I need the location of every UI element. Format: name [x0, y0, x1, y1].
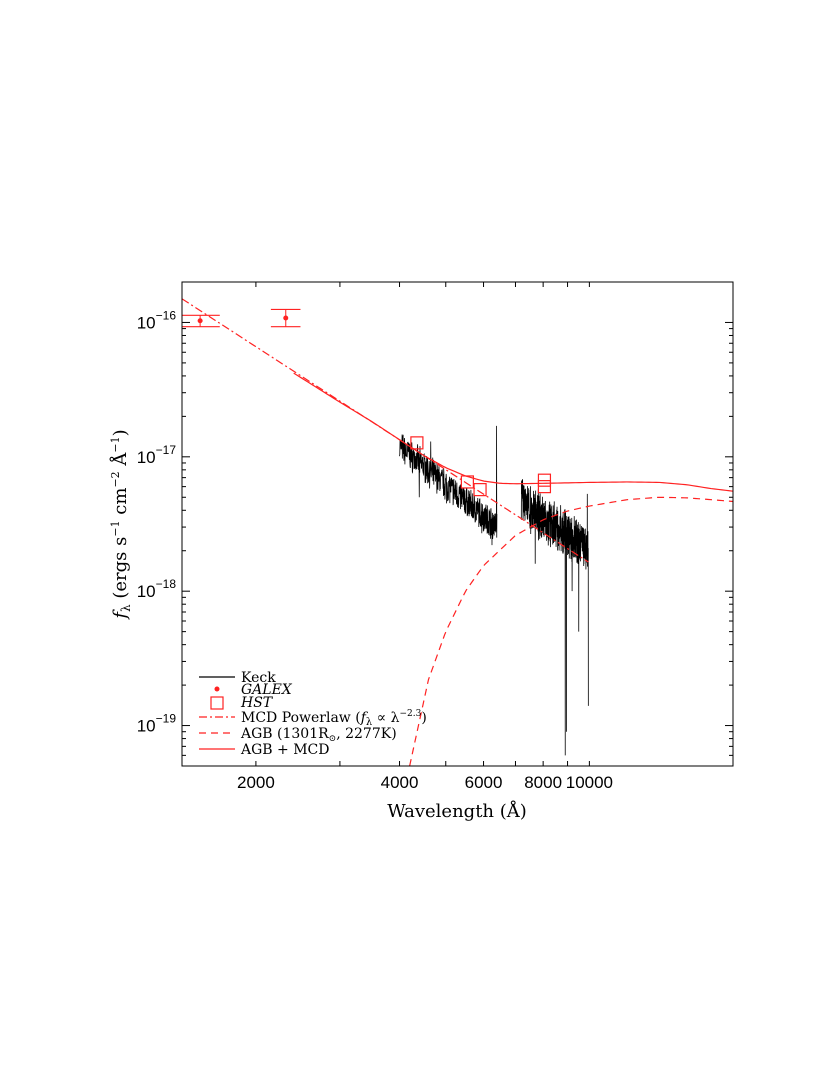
legend-swatch-hst [210, 696, 224, 710]
y-tick-label-2: 10−18 [137, 577, 177, 601]
hst-point-1 [410, 436, 424, 450]
x-tick-label-6000: 6000 [465, 773, 503, 792]
series-agb-mcd [293, 372, 733, 492]
legend: Keck GALEX HST MCD Powerlaw (fλ ∝ λ−2.3)… [199, 670, 427, 758]
legend-entry-keck: Keck [199, 670, 276, 686]
x-axis-label: Wavelength (Å) [387, 800, 527, 822]
legend-label-galex: GALEX [241, 682, 293, 698]
series-keck-spectrum-2 [520, 479, 589, 756]
plot-content [182, 298, 733, 766]
svg-text:fλ (ergs s−1 cm−2 Å−1): fλ (ergs s−1 cm−2 Å−1) [109, 429, 133, 620]
y-tick-label-3: 10−17 [137, 443, 177, 467]
x-tick-label-2000: 2000 [237, 773, 275, 792]
x-tick-label-4000: 4000 [381, 773, 419, 792]
hst-point-5 [537, 473, 552, 487]
legend-label-agb: AGB (1301R⊙, 2277K) [240, 726, 397, 744]
legend-entry-agb: AGB (1301R⊙, 2277K) [199, 726, 397, 744]
series-keck-spectrum-1 [399, 425, 498, 546]
x-tick-label-10000: 10000 [566, 773, 613, 792]
legend-entry-agbmcd: AGB + MCD [199, 742, 329, 758]
y-axis-label: fλ (ergs s−1 cm−2 Å−1) [109, 429, 133, 620]
plot-area [182, 298, 733, 766]
x-tick-label-8000: 8000 [524, 773, 562, 792]
hst-point-3 [473, 483, 487, 497]
axes-frame [181, 281, 734, 767]
legend-swatch-galex [214, 686, 220, 692]
legend-entry-mcd: MCD Powerlaw (fλ ∝ λ−2.3) [199, 709, 427, 728]
y-tick-label-1: 10−19 [137, 712, 177, 736]
legend-entry-galex: GALEX [214, 682, 293, 698]
legend-label-hst: HST [240, 695, 274, 711]
axis-ticks [182, 281, 734, 767]
galex-point-2 [283, 315, 289, 321]
legend-label-mcd: MCD Powerlaw (fλ ∝ λ−2.3) [241, 709, 427, 728]
galex-point-1 [197, 318, 203, 324]
tick-labels: 2000 4000 6000 8000 10000 10−19 10−18 10−17 10−1… [137, 308, 613, 792]
legend-entry-hst: HST [210, 695, 274, 711]
y-tick-label-4: 10−16 [137, 308, 177, 332]
legend-label-agbmcd: AGB + MCD [240, 742, 329, 758]
legend-label-keck: Keck [241, 670, 276, 686]
